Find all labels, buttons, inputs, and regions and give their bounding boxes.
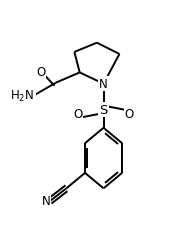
Text: O: O <box>73 108 82 120</box>
Text: H$_2$N: H$_2$N <box>10 88 35 103</box>
Text: N: N <box>99 78 108 91</box>
Text: O: O <box>125 108 134 120</box>
Text: O: O <box>36 66 45 79</box>
Text: S: S <box>99 103 108 116</box>
Text: N: N <box>42 194 51 207</box>
